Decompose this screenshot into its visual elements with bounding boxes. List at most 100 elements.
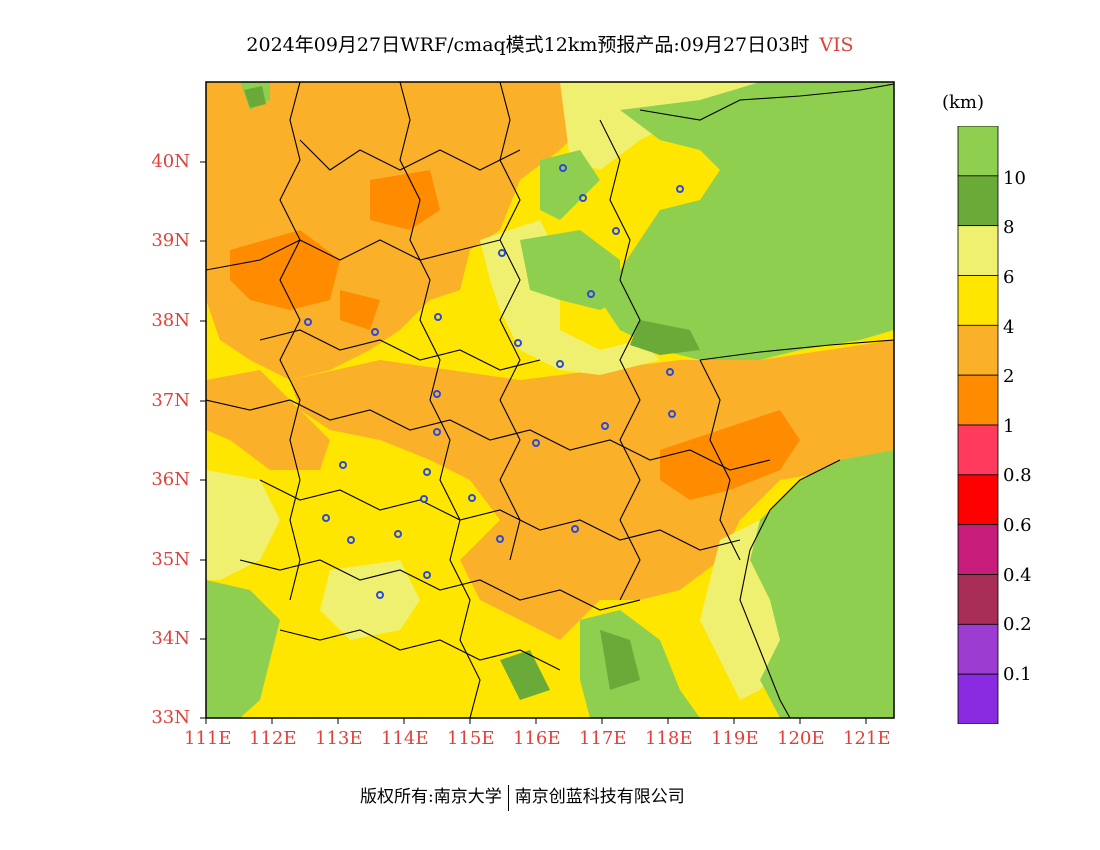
lat-label-39n: 39N [151,230,190,251]
boundary-line-10 [599,119,641,601]
colorbar-swatch [957,374,999,426]
boundary-line-8 [399,82,481,718]
colorbar-swatch [957,524,999,575]
boundary-line-9 [499,82,521,561]
city-marker [532,439,540,447]
city-marker [579,194,587,202]
city-marker [666,368,674,376]
city-marker [339,461,347,469]
colorbar-swatch [957,673,999,724]
city-marker [514,339,522,347]
city-marker [496,535,504,543]
lon-label-111e: 111E [184,728,232,749]
city-marker [612,227,620,235]
colorbar-label-1: 1 [1003,416,1015,437]
city-marker [423,571,431,579]
city-marker [498,249,506,257]
city-marker [587,290,595,298]
lat-label-33n: 33N [151,707,190,728]
lon-label-119e: 119E [711,728,759,749]
vis-region-gt10-southwest [206,580,280,718]
vis-region-6-8-d [560,82,894,170]
lon-label-120e: 120E [777,728,825,749]
lon-label-117e: 117E [579,728,627,749]
colorbar-label-0.8: 0.8 [1003,465,1032,486]
vis-region-8-10-d [244,86,266,108]
colorbar-label-0.1: 0.1 [1003,664,1032,685]
lat-label-34n: 34N [151,628,190,649]
lat-label-38n: 38N [151,310,190,331]
boundary-line-7 [279,629,561,671]
city-marker [420,495,428,503]
boundary-line-12 [699,359,741,561]
vis-region-1-2-b [370,170,440,230]
lon-label-113e: 113E [315,728,363,749]
colorbar-swatch [957,574,999,625]
city-marker [371,328,379,336]
vis-region-8-10-c [600,630,640,690]
vis-region-gt10-bohai [600,82,894,360]
city-marker [433,390,441,398]
city-marker [559,164,567,172]
lat-label-40n: 40N [151,151,190,172]
vis-region-6-8-c [320,560,420,640]
colorbar-swatch [957,175,999,227]
map-frame [205,81,895,719]
colorbar-swatch [957,324,999,376]
colorbar-swatch [957,474,999,526]
boundary-line-11 [279,82,301,601]
colorbar-unit: (km) [942,92,985,113]
city-marker [376,591,384,599]
lon-label-112e: 112E [249,728,297,749]
city-marker [668,410,676,418]
colorbar-label-4: 4 [1003,317,1015,338]
city-marker [468,494,476,502]
colorbar-swatch [957,225,999,276]
vis-region-1-2-d [340,290,380,330]
lat-label-37n: 37N [151,390,190,411]
lat-label-35n: 35N [151,549,190,570]
city-marker [434,313,442,321]
lon-label-114e: 114E [381,728,429,749]
city-marker [347,536,355,544]
vis-region-2-4-central [290,340,894,640]
city-marker [556,360,564,368]
city-marker [601,422,609,430]
city-marker [571,525,579,533]
lon-label-116e: 116E [513,728,561,749]
colorbar-swatch [957,275,999,326]
boundary-line-6 [239,559,641,611]
vis-region-1-2-c [660,410,800,500]
vis-region-6-8-b [206,470,280,580]
colorbar-label-10: 10 [1003,168,1026,189]
colorbar-label-8: 8 [1003,217,1015,238]
colorbar-label-2: 2 [1003,366,1015,387]
colorbar-label-0.6: 0.6 [1003,515,1032,536]
colorbar-label-6: 6 [1003,267,1015,288]
vis-region-8-10-a [630,320,700,355]
vis-region-gt10-tianjin [520,230,620,310]
city-marker [423,468,431,476]
copyright-footer: 版权所有:南京大学 南京创蓝科技有限公司 [360,782,685,811]
colorbar-swatch [957,424,999,476]
footer-left: 版权所有:南京大学 [360,787,502,807]
vis-region-gt10-yellowsea [750,450,894,718]
lon-label-115e: 115E [447,728,495,749]
boundary-line-3 [259,329,541,371]
colorbar [957,126,999,724]
coastline [639,83,894,718]
footer-right: 南京创蓝科技有限公司 [514,787,685,807]
colorbar-swatch [957,623,999,675]
vis-region-gt10-beijing [540,150,600,220]
boundary-line-5 [259,479,741,551]
colorbar-label-0.4: 0.4 [1003,565,1032,586]
lat-label-36n: 36N [151,469,190,490]
city-marker [304,318,312,326]
chart-title: 2024年09月27日WRF/cmaq模式12km预报产品:09月27日03时 V… [0,30,1100,57]
colorbar-swatch [957,126,999,177]
city-marker [394,530,402,538]
boundary-line-2 [299,139,521,171]
title-variable: VIS [819,34,854,56]
city-marker [676,185,684,193]
